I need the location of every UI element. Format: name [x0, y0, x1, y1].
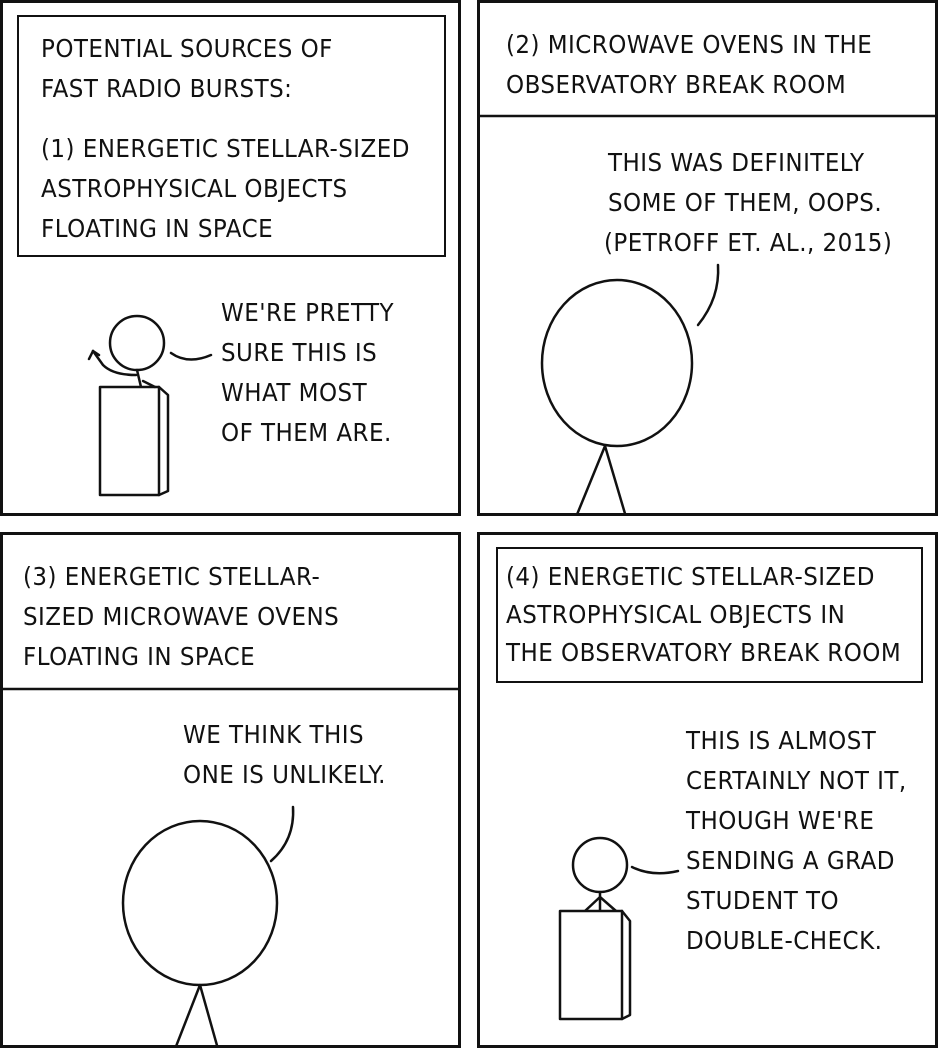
panel-1: POTENTIAL SOURCES OF FAST RADIO BURSTS: …: [0, 0, 461, 516]
panel-1-caption-line-5: ASTROPHYSICAL OBJECTS: [41, 174, 348, 203]
panel-2: (2) MICROWAVE OVENS IN THE OBSERVATORY B…: [477, 0, 938, 516]
panel-4-speech-line-4: SENDING A GRAD: [686, 846, 895, 875]
panel-3-speech-tail: [269, 805, 295, 863]
panel-4-speech-line-2: CERTAINLY NOT IT,: [686, 766, 907, 795]
panel-1-speech-line-3: WHAT MOST: [221, 378, 368, 407]
panel-4-caption-line-1: (4) ENERGETIC STELLAR-SIZED: [506, 562, 875, 591]
panel-3-caption-line-2: SIZED MICROWAVE OVENS: [23, 602, 340, 631]
panel-3-head: [121, 819, 279, 987]
panel-4-caption-line-2: ASTROPHYSICAL OBJECTS IN: [506, 600, 846, 629]
panel-3-speech-line-1: WE THINK THIS: [183, 720, 365, 749]
panel-4-speech-line-6: DOUBLE-CHECK.: [686, 926, 883, 955]
panel-2-speech-line-3: (PETROFF ET. AL., 2015): [604, 228, 893, 257]
panel-2-speech-line-2: SOME OF THEM, OOPS.: [608, 188, 883, 217]
panel-1-caption-box: [17, 15, 446, 257]
panel-1-lecturer-figure: [87, 314, 213, 497]
panel-1-speech-line-1: WE'RE PRETTY: [221, 298, 395, 327]
panel-3-closeup-figure: [3, 687, 458, 1045]
panel-4-speech-line-1: THIS IS ALMOST: [686, 726, 877, 755]
panel-1-caption-line-1: POTENTIAL SOURCES OF: [41, 34, 333, 63]
panel-1-speech-tail: [169, 351, 213, 361]
panel-2-speech-tail: [696, 263, 720, 327]
panel-4-caption-line-3: THE OBSERVATORY BREAK ROOM: [506, 638, 902, 667]
panel-4-speech-line-5: STUDENT TO: [686, 886, 840, 915]
panel-4-caption-box: [496, 547, 923, 683]
panel-2-speech-line-1: THIS WAS DEFINITELY: [608, 148, 865, 177]
panel-1-pointing-arm: [91, 349, 138, 377]
panel-4-speech-line-3: THOUGH WE'RE: [686, 806, 875, 835]
panel-1-speech-line-4: OF THEM ARE.: [221, 418, 392, 447]
panel-4-head: [571, 836, 629, 894]
panel-2-caption-line-2: OBSERVATORY BREAK ROOM: [506, 70, 847, 99]
panel-1-caption-line-4: (1) ENERGETIC STELLAR-SIZED: [41, 134, 410, 163]
panel-4-lecturer-figure: [558, 836, 680, 1021]
panel-1-caption-line-2: FAST RADIO BURSTS:: [41, 74, 293, 103]
panel-2-head: [540, 278, 694, 448]
panel-1-podium: [98, 385, 161, 497]
panel-2-closeup-figure: [480, 114, 935, 513]
panel-2-caption-line-1: (2) MICROWAVE OVENS IN THE: [506, 30, 873, 59]
panel-3-caption-line-3: FLOATING IN SPACE: [23, 642, 256, 671]
panel-3-speech-line-2: ONE IS UNLIKELY.: [183, 760, 386, 789]
panel-1-speech-line-2: SURE THIS IS: [221, 338, 378, 367]
panel-4-speech-tail: [630, 865, 680, 875]
panel-3: (3) ENERGETIC STELLAR- SIZED MICROWAVE O…: [0, 532, 461, 1048]
panel-3-caption-line-1: (3) ENERGETIC STELLAR-: [23, 562, 321, 591]
panel-4-podium: [558, 909, 624, 1021]
panel-1-caption-line-6: FLOATING IN SPACE: [41, 214, 274, 243]
panel-1-head: [108, 314, 166, 372]
panel-4: (4) ENERGETIC STELLAR-SIZED ASTROPHYSICA…: [477, 532, 938, 1048]
